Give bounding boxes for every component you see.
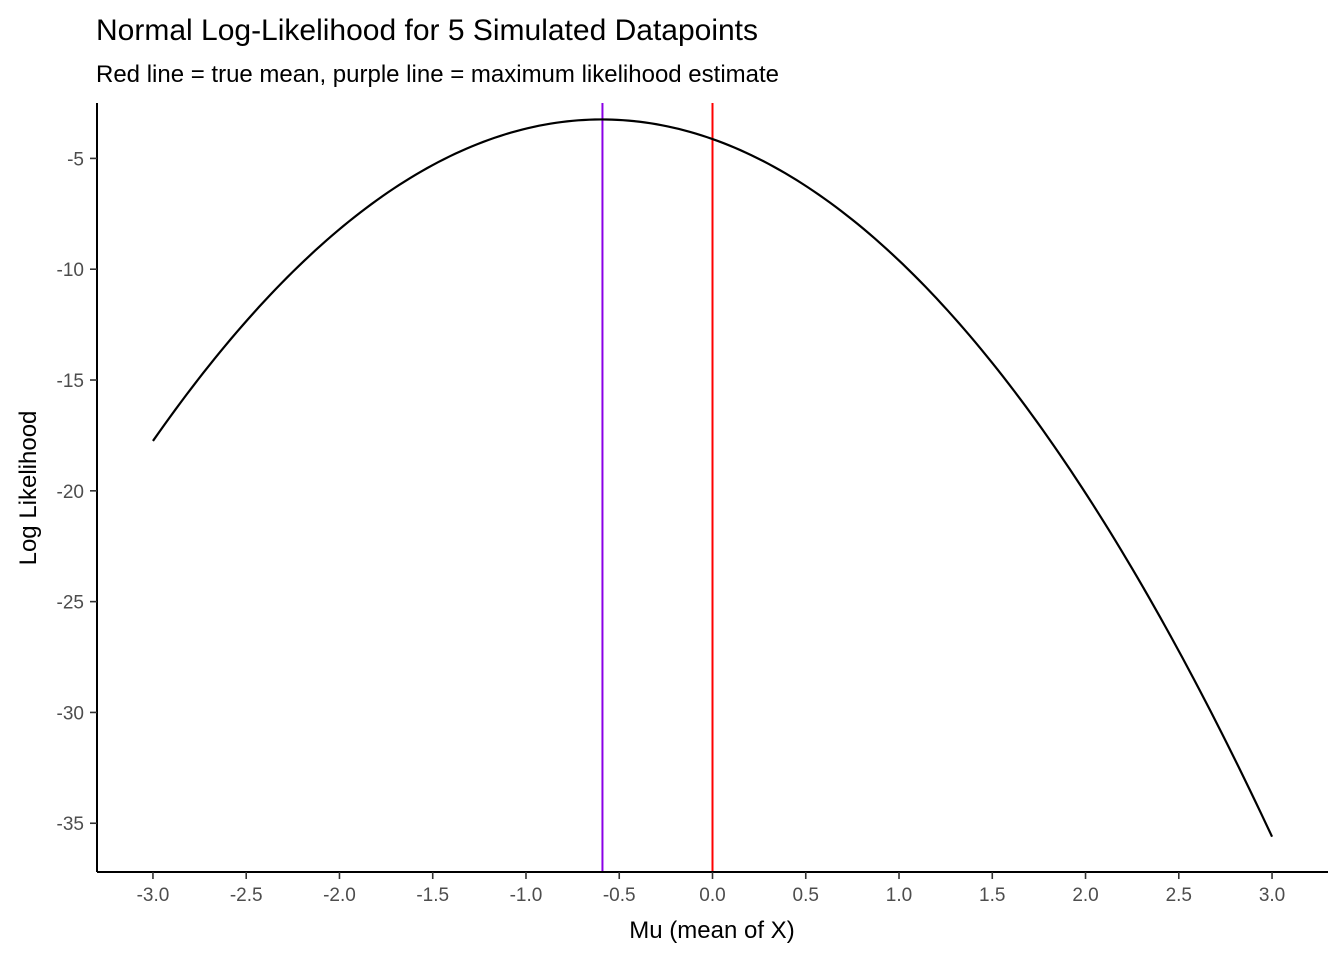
x-tick-label: -2.5 — [230, 885, 263, 906]
y-tick-label: -35 — [57, 814, 84, 835]
chart-subtitle: Red line = true mean, purple line = maxi… — [96, 61, 779, 88]
x-axis-ticks: -3.0 -2.5 -2.0 -1.5 -1.0 -0.5 0.0 0.5 1.0 1.5 2.0 2… — [137, 872, 1285, 906]
log-likelihood-curve — [152, 118, 1274, 838]
x-tick-label: -0.5 — [603, 885, 636, 906]
x-tick-label: -1.0 — [510, 885, 543, 906]
y-tick-label: -15 — [57, 371, 84, 392]
y-axis-ticks: -35 -30 -25 -20 -15 -10 -5 — [57, 149, 97, 835]
x-tick-label: 1.5 — [979, 885, 1005, 906]
plot-area — [152, 103, 1274, 872]
x-tick-label: 2.0 — [1072, 885, 1098, 906]
x-axis-title: Mu (mean of X) — [629, 917, 794, 944]
chart-title: Normal Log-Likelihood for 5 Simulated Da… — [96, 14, 758, 47]
y-tick-label: -30 — [57, 703, 84, 724]
x-tick-label: -2.0 — [323, 885, 356, 906]
y-tick-label: -5 — [67, 149, 84, 170]
y-axis-title: Log Likelihood — [15, 411, 42, 566]
x-tick-label: 2.5 — [1166, 885, 1192, 906]
x-tick-label: 1.0 — [886, 885, 912, 906]
y-tick-label: -20 — [57, 482, 84, 503]
x-tick-label: 3.0 — [1259, 885, 1285, 906]
x-tick-label: -1.5 — [416, 885, 449, 906]
y-tick-label: -25 — [57, 593, 84, 614]
x-tick-label: -3.0 — [137, 885, 170, 906]
y-tick-label: -10 — [57, 260, 84, 281]
x-tick-label: 0.5 — [793, 885, 819, 906]
x-tick-label: 0.0 — [699, 885, 725, 906]
